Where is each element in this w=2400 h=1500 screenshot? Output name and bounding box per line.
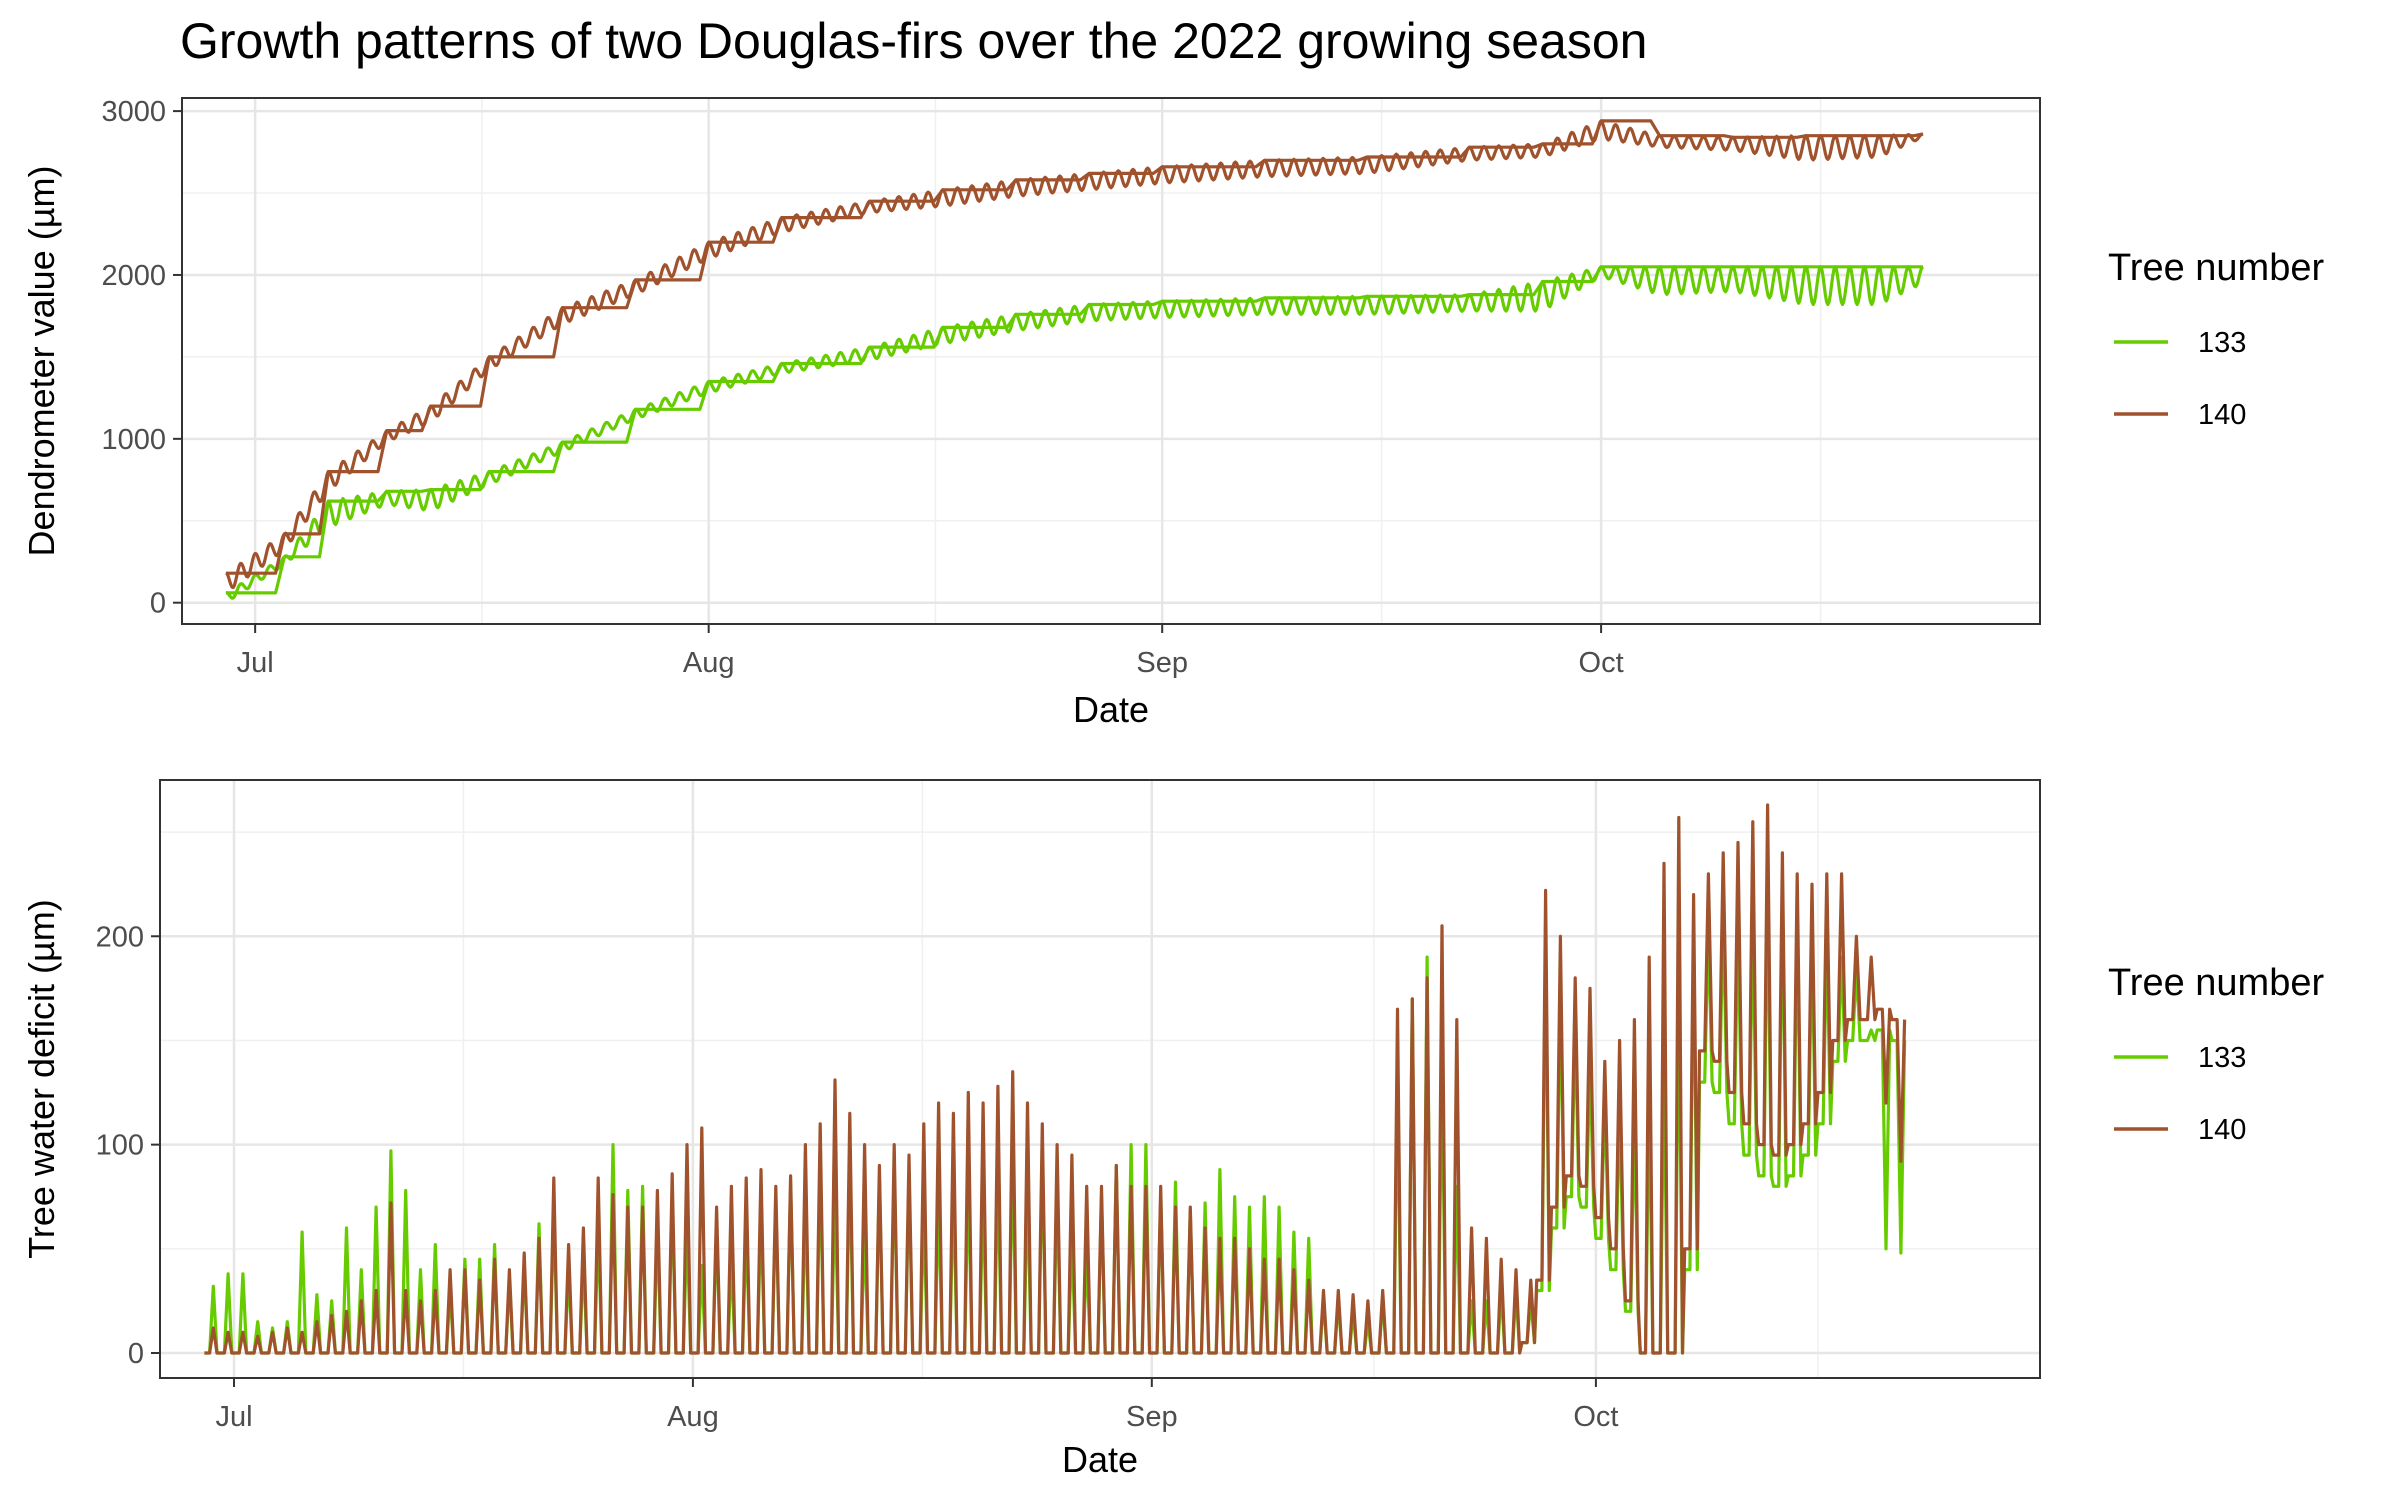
x-tick-label: Jul (215, 1401, 252, 1433)
series-group (225, 119, 1925, 600)
legend-title: Tree number (2108, 247, 2324, 289)
y-tick-label: 3000 (101, 96, 166, 128)
panel-border (159, 779, 2041, 1379)
y-tick-label: 2000 (101, 260, 166, 292)
panel-twd: 0 100 200 Jul Aug Sep Oct Date Tree water defici… (21, 779, 2324, 1480)
y-axis-title: Tree water deficit (µm) (21, 899, 62, 1258)
legend-label-140: 140 (2198, 1114, 2246, 1146)
plot-background (182, 98, 2040, 624)
y-tick-label: 100 (96, 1130, 144, 1162)
panel-dendrometer: 0 1000 2000 3000 Jul Aug Sep Oct Date Dendrometer… (21, 96, 2324, 730)
legend-title: Tree number (2108, 962, 2324, 1004)
x-tick-label: Oct (1573, 1401, 1618, 1433)
y-tick-label: 200 (96, 921, 144, 953)
y-tick-label: 0 (150, 588, 166, 620)
series-140-line (225, 119, 1924, 590)
series-140-line (204, 803, 1907, 1355)
y-tick-label: 1000 (101, 424, 166, 456)
figure-title: Growth patterns of two Douglas-firs over… (180, 13, 1648, 69)
x-tick-label: Sep (1126, 1401, 1178, 1433)
y-tick-label: 0 (128, 1338, 144, 1370)
x-axis-title: Date (1062, 1439, 1138, 1480)
x-tick-label: Aug (667, 1401, 719, 1433)
legend-label-140: 140 (2198, 399, 2246, 431)
y-axis-title: Dendrometer value (µm) (21, 166, 62, 557)
x-axis-title: Date (1073, 689, 1149, 730)
legend: Tree number 133 140 (2108, 247, 2324, 431)
x-tick-label: Sep (1136, 647, 1188, 679)
legend-label-133: 133 (2198, 327, 2246, 359)
legend-label-133: 133 (2198, 1042, 2246, 1074)
x-tick-label: Jul (237, 647, 274, 679)
series-group (204, 803, 1907, 1355)
x-tick-label: Oct (1579, 647, 1624, 679)
x-tick-label: Aug (683, 647, 735, 679)
legend: Tree number 133 140 (2108, 962, 2324, 1146)
panel-border (181, 97, 2041, 625)
series-133-line (225, 265, 1925, 600)
